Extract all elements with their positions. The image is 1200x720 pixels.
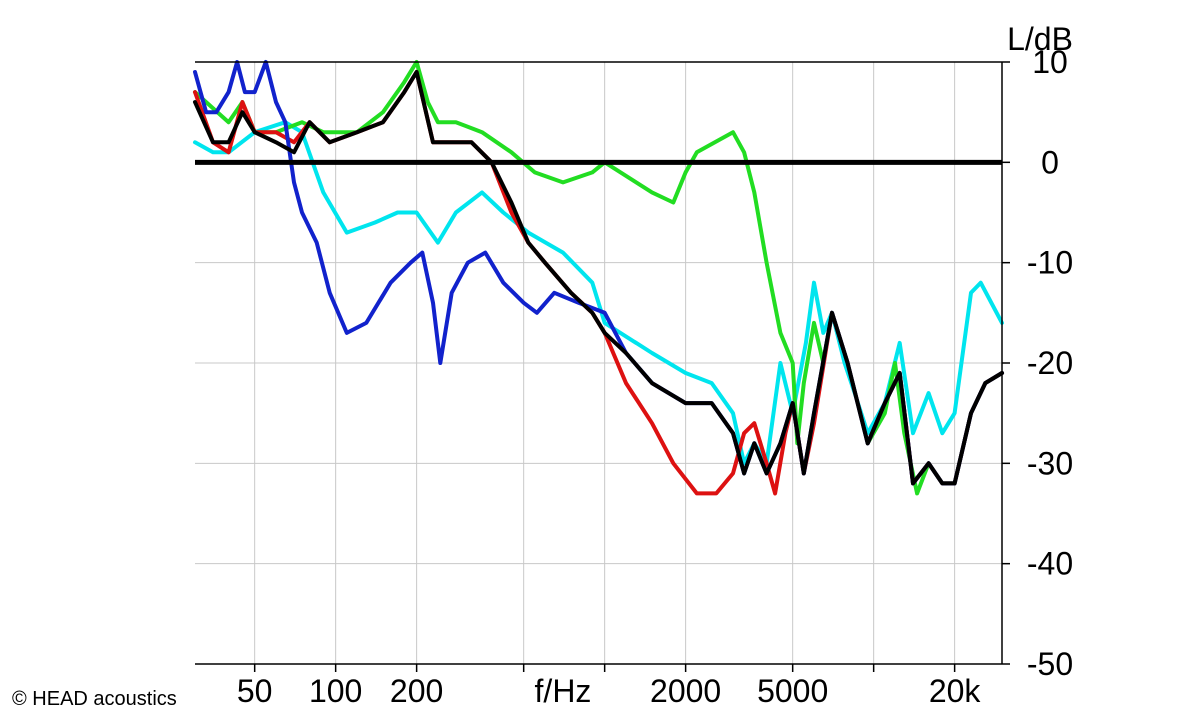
series-line-5	[193, 70, 1004, 486]
y-tick-label: -20	[1027, 345, 1073, 381]
series-line-1	[193, 120, 1004, 466]
y-tick-label: -30	[1027, 445, 1073, 481]
y-tick-label: -10	[1027, 245, 1073, 281]
x-tick-label: 50	[237, 673, 273, 709]
y-tick-label: 0	[1041, 144, 1059, 180]
y-tick-label: -40	[1027, 546, 1073, 582]
x-tick-label: 5000	[757, 673, 828, 709]
x-tick-labels: 50 100 200 f/Hz 2000 5000 20k	[237, 673, 982, 709]
x-tick-label: 200	[390, 673, 443, 709]
series-layer	[193, 60, 1004, 496]
grid	[195, 61, 1002, 665]
x-tick-label: 20k	[929, 673, 982, 709]
y-tick-labels: 10 0 -10 -20 -30 -40 -50	[1027, 44, 1073, 682]
copyright-notice: © HEAD acoustics	[12, 688, 177, 710]
axes	[195, 61, 1010, 672]
y-tick-label: -50	[1027, 646, 1073, 682]
series-line-3	[193, 70, 1004, 496]
x-tick-label: 100	[309, 673, 362, 709]
series-line-2	[193, 60, 1004, 496]
y-axis-label: L/dB	[1007, 21, 1073, 57]
x-tick-label: f/Hz	[535, 673, 592, 709]
y-tick-label: 10	[1032, 44, 1068, 80]
x-tick-label: 2000	[650, 673, 721, 709]
